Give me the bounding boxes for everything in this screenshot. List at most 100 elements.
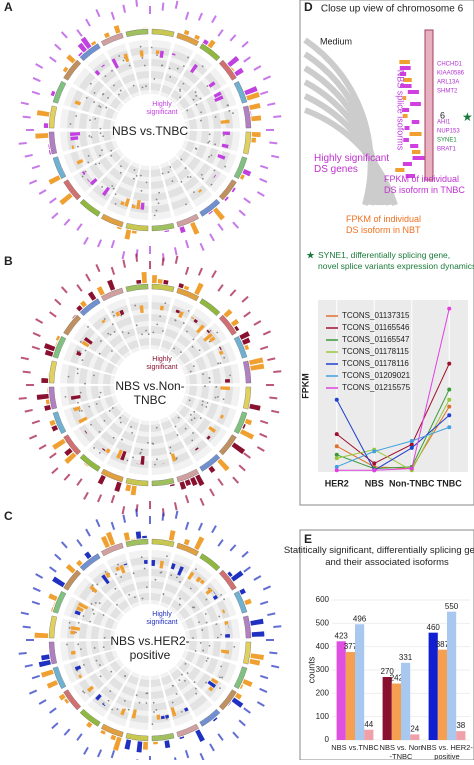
x-tick-label: Non-TNBC — [389, 478, 435, 488]
point — [334, 444, 339, 449]
track-dot — [145, 85, 147, 88]
track-dot — [113, 84, 115, 87]
gene-label-tick — [217, 539, 224, 547]
isoform-bar — [234, 325, 240, 332]
isoform-bar — [164, 230, 170, 233]
track-dot — [156, 458, 158, 461]
track-dot — [171, 180, 174, 183]
gene-label: ARL13A — [437, 80, 459, 86]
gene-label-tick — [60, 286, 68, 294]
chromosome-ideogram — [233, 666, 248, 689]
track-ring — [109, 167, 124, 181]
closeup-bar — [410, 102, 421, 106]
isoform-bar — [87, 685, 94, 693]
track-dot — [78, 409, 81, 412]
track-dot — [98, 352, 101, 355]
bar-value-label: 270 — [381, 667, 395, 676]
track-dot — [187, 309, 190, 312]
track-ring — [91, 625, 100, 639]
track-ring — [67, 365, 77, 384]
track-dot — [218, 676, 221, 679]
track-dot — [162, 593, 165, 595]
chromosome-ideogram — [219, 569, 237, 591]
series-line — [336, 399, 450, 471]
isoform-bar — [163, 279, 169, 285]
track-ring — [183, 579, 200, 594]
track-ring — [109, 352, 122, 365]
isoform-bar — [244, 344, 250, 351]
track-ring — [132, 192, 149, 201]
gene-label-tick — [49, 452, 57, 459]
chromosome-ideogram — [52, 81, 67, 104]
legend-label: TCONS_01137315 — [342, 311, 410, 320]
isoform-bar — [44, 405, 51, 411]
isoform-bar — [90, 40, 97, 46]
gene-label-tick — [209, 233, 215, 242]
track-dot — [155, 198, 158, 201]
track-ring — [99, 599, 113, 614]
track-dot — [174, 425, 177, 428]
track-dot — [87, 155, 90, 157]
track-dot — [111, 350, 113, 352]
chromosome-ideogram — [176, 287, 199, 302]
gene-label-tick — [259, 177, 268, 183]
track-dot — [68, 626, 71, 629]
track-dot — [219, 687, 221, 690]
bar — [428, 632, 438, 740]
track-ring — [151, 192, 168, 201]
isoform-bar — [70, 626, 81, 631]
isoform-bar — [77, 602, 89, 610]
isoform-bar — [78, 416, 88, 424]
track-ring — [151, 435, 165, 444]
track-ring — [99, 344, 113, 359]
track-dot — [118, 55, 121, 57]
gene-label-tick — [273, 115, 282, 119]
track-ring — [223, 365, 233, 384]
point — [334, 456, 339, 461]
track-dot — [205, 681, 207, 684]
isoform-bar — [43, 343, 56, 352]
gene-label-tick — [149, 261, 151, 269]
chromosome-ideogram — [125, 223, 149, 232]
isoform-bar — [156, 714, 161, 720]
gene-label-tick — [76, 733, 83, 741]
track-dot — [118, 93, 120, 96]
track-dot — [102, 93, 105, 95]
track-dot — [161, 64, 164, 67]
track-ring — [103, 385, 112, 397]
isoform-bar — [131, 709, 137, 719]
track-dot — [157, 202, 160, 205]
track-dot — [126, 459, 129, 462]
chromosome-ideogram — [101, 542, 124, 557]
chromosome-ideogram — [233, 411, 248, 434]
gene-label-tick — [76, 284, 83, 292]
track-ring — [89, 590, 104, 607]
track-ring — [103, 118, 112, 130]
bar — [355, 624, 365, 740]
isoform-bar — [222, 609, 226, 614]
track-dot — [193, 606, 196, 609]
gene-label-tick — [49, 311, 57, 318]
track-ring — [189, 58, 208, 76]
track-ring — [164, 583, 179, 595]
isoform-bar — [87, 178, 90, 183]
track-dot — [184, 167, 187, 169]
chromosome-ideogram — [243, 360, 252, 384]
isoform-bar — [251, 115, 262, 122]
track-dot — [216, 636, 219, 639]
track-ring — [115, 441, 133, 454]
isoform-bar — [231, 697, 244, 708]
isoform-bar — [218, 350, 224, 355]
closeup-bar — [402, 162, 412, 166]
track-ring — [178, 405, 191, 418]
gene-label-tick — [243, 56, 251, 63]
chromosome-ideogram — [48, 386, 57, 410]
bar-value-label: 331 — [399, 653, 413, 662]
track-dot — [170, 574, 173, 577]
gene-label-tick — [26, 384, 34, 386]
gene-label-tick — [174, 0, 179, 9]
isoform-bar — [142, 27, 147, 29]
chromosome-ideogram — [199, 553, 221, 571]
track-ring — [151, 180, 165, 189]
gene-label-tick — [49, 56, 57, 63]
